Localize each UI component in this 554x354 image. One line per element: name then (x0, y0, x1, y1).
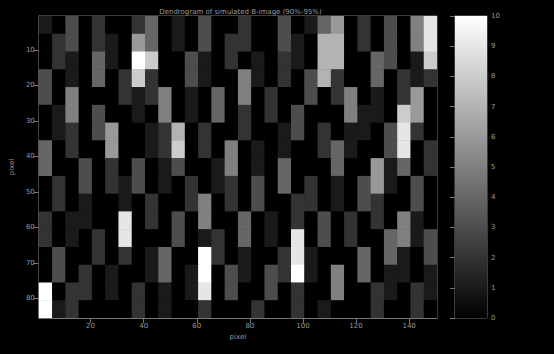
svg-text:10: 10 (26, 46, 35, 54)
svg-text:pixel: pixel (8, 159, 16, 176)
svg-text:1: 1 (491, 284, 495, 292)
svg-text:20: 20 (86, 322, 95, 330)
svg-text:50: 50 (26, 188, 35, 196)
svg-text:6: 6 (491, 133, 496, 141)
svg-text:60: 60 (26, 223, 35, 231)
svg-text:Dendrogram of simulated B-imag: Dendrogram of simulated B-image (90%-95%… (159, 8, 322, 16)
svg-text:pixel: pixel (230, 333, 247, 341)
svg-text:7: 7 (491, 103, 495, 111)
svg-text:140: 140 (402, 322, 415, 330)
svg-text:70: 70 (26, 259, 35, 267)
svg-text:9: 9 (491, 42, 495, 50)
svg-text:40: 40 (26, 152, 35, 160)
svg-text:40: 40 (139, 322, 148, 330)
svg-text:2: 2 (491, 254, 495, 262)
svg-text:120: 120 (349, 322, 362, 330)
svg-text:4: 4 (491, 193, 496, 201)
svg-text:80: 80 (26, 294, 35, 302)
svg-text:0: 0 (491, 314, 495, 322)
svg-text:20: 20 (26, 81, 35, 89)
svg-text:5: 5 (491, 163, 495, 171)
svg-text:100: 100 (296, 322, 309, 330)
svg-text:10: 10 (491, 12, 500, 20)
svg-text:60: 60 (192, 322, 201, 330)
svg-text:30: 30 (26, 117, 35, 125)
svg-text:80: 80 (245, 322, 254, 330)
svg-text:3: 3 (491, 223, 495, 231)
svg-text:8: 8 (491, 72, 495, 80)
